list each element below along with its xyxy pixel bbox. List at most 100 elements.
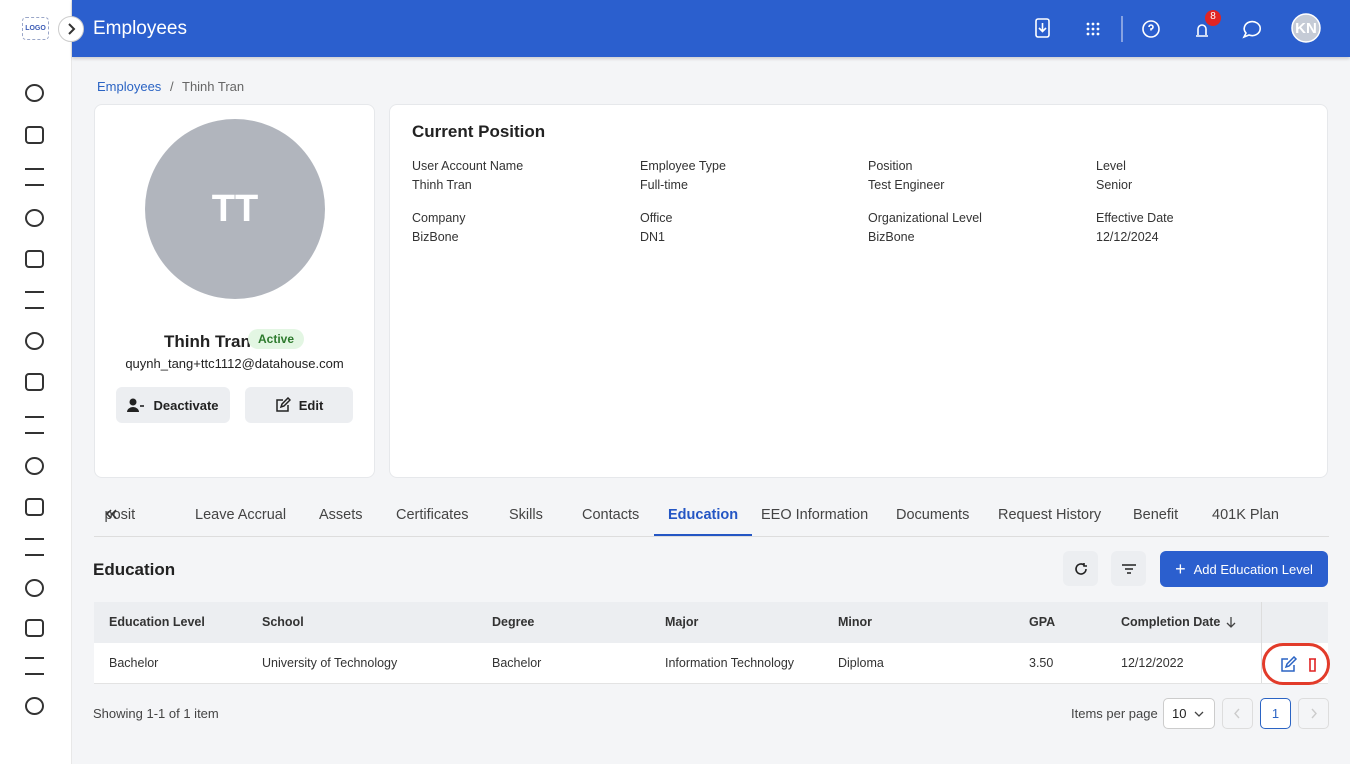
nav-icon[interactable]: [25, 84, 44, 102]
nav-icon[interactable]: [25, 209, 44, 227]
table-cell: 12/12/2022: [1121, 656, 1184, 670]
tab[interactable]: Deposit: [86, 507, 136, 523]
plus-icon: +: [1175, 558, 1186, 579]
profile-card: TT Thinh Tran Active quynh_tang+ttc1112@…: [94, 104, 375, 478]
nav-icon[interactable]: [25, 126, 44, 144]
scroll-left-icon[interactable]: [104, 507, 118, 521]
pagination-summary: Showing 1-1 of 1 item: [93, 706, 219, 721]
profile-avatar: TT: [145, 119, 325, 299]
tab[interactable]: EEO Information: [761, 507, 869, 523]
field-value: 12/12/2024: [1096, 230, 1159, 244]
chevron-icon: [68, 23, 76, 35]
edit-icon: [275, 397, 291, 412]
field-value: BizBone: [412, 230, 459, 244]
position-card: Current Position User Account Name Thinh …: [389, 104, 1328, 478]
dropdown-icon: [1194, 711, 1204, 717]
nav-icon[interactable]: [25, 332, 44, 350]
nav-icon[interactable]: [25, 416, 44, 434]
column-header[interactable]: Completion Date: [1121, 615, 1221, 629]
user-avatar[interactable]: KN: [1295, 20, 1317, 37]
page-button[interactable]: 1: [1260, 698, 1291, 729]
profile-email: quynh_tang+ttc1112@datahouse.com: [125, 356, 344, 371]
table-cell: Diploma: [838, 656, 884, 670]
tab[interactable]: Skills: [509, 507, 543, 523]
breadcrumb-separator: /: [170, 79, 174, 94]
breadcrumb-link[interactable]: Employees: [97, 79, 162, 94]
previous-page-button[interactable]: [1222, 698, 1253, 729]
expand-button[interactable]: [58, 16, 84, 42]
table-cell: University of Technology: [262, 656, 398, 670]
column-header: Degree: [492, 615, 535, 629]
nav-icon[interactable]: [25, 291, 44, 309]
field-label: User Account Name: [412, 159, 524, 173]
nav-icon[interactable]: [25, 250, 44, 268]
tab[interactable]: Benefit: [1133, 507, 1179, 523]
nav-icon[interactable]: [25, 619, 44, 637]
field-value: Senior: [1096, 178, 1133, 192]
tab[interactable]: Contacts: [582, 507, 640, 523]
table-cell: 3.50: [1029, 656, 1054, 670]
breadcrumb-current: Thinh Tran: [182, 79, 245, 94]
nav-icon[interactable]: [25, 168, 44, 186]
sidebar: LOGO: [0, 0, 72, 764]
column-header: School: [262, 615, 304, 629]
nav-icon[interactable]: [25, 498, 44, 516]
tab[interactable]: 401K Plan: [1212, 507, 1279, 523]
button-label: Deactivate: [153, 397, 219, 413]
field-value: DN1: [640, 230, 666, 244]
nav-icon[interactable]: [25, 538, 44, 556]
education-table: Education Level School Degree Major Minor GPA…: [94, 602, 1330, 685]
highlight-annotation: [1262, 643, 1330, 685]
page-size-value: 10: [1172, 706, 1187, 721]
user-minus-icon: [127, 398, 145, 412]
filter-button[interactable]: [1111, 551, 1146, 586]
deactivate-button[interactable]: Deactivate: [116, 387, 230, 423]
tab[interactable]: Request History: [998, 507, 1102, 523]
field-label: Employee Type: [640, 159, 726, 173]
field-value: Full-time: [640, 178, 688, 192]
chevron-icon: [1311, 708, 1317, 719]
field-value: Test Engineer: [868, 178, 945, 192]
nav-icon[interactable]: [25, 657, 44, 675]
notification-badge: 8: [1210, 11, 1216, 22]
column-header: Major: [665, 615, 699, 629]
column-header: Minor: [838, 615, 873, 629]
tab[interactable]: Assets: [319, 507, 363, 523]
table-header: [94, 602, 1328, 643]
column-header: GPA: [1029, 615, 1056, 629]
tab[interactable]: Education: [668, 507, 739, 523]
items-per-page-label: Items per page: [1071, 706, 1158, 721]
field-label: Position: [868, 159, 913, 173]
nav-icon[interactable]: [25, 579, 44, 597]
table-cell: Bachelor: [492, 656, 542, 670]
add-education-button[interactable]: + Add Education Level: [1160, 551, 1328, 587]
field-label: Effective Date: [1096, 211, 1174, 225]
column-header: Education Level: [109, 615, 205, 629]
logo[interactable]: LOGO: [22, 17, 49, 40]
refresh-button[interactable]: [1063, 551, 1098, 586]
header: Employees 8 KN: [72, 0, 1350, 57]
nav-icon[interactable]: [25, 373, 44, 391]
refresh-icon: [1074, 562, 1087, 575]
filter-icon: [1121, 563, 1136, 574]
card-title: Current Position: [412, 122, 546, 141]
button-label: Add Education Level: [1193, 561, 1313, 577]
chevron-icon: [1234, 708, 1240, 719]
edit-button[interactable]: Edit: [245, 387, 353, 423]
table-cell: Bachelor: [109, 656, 159, 670]
field-label: Level: [1096, 159, 1126, 173]
tab[interactable]: Certificates: [396, 507, 469, 523]
field-label: Organizational Level: [868, 211, 982, 225]
button-label: Edit: [298, 397, 324, 413]
status-badge: Active: [248, 329, 305, 349]
nav-icon[interactable]: [25, 457, 44, 475]
profile-name: Thinh Tran: [164, 332, 251, 351]
tab[interactable]: Leave Accrual: [195, 507, 287, 523]
page-size-select[interactable]: 10: [1163, 698, 1215, 729]
column-divider: [1261, 602, 1262, 684]
section-title: Education: [93, 560, 176, 579]
next-page-button[interactable]: [1298, 698, 1329, 729]
nav-icon[interactable]: [25, 697, 44, 715]
tab[interactable]: Documents: [896, 507, 970, 523]
header-icons: [1035, 10, 1321, 43]
